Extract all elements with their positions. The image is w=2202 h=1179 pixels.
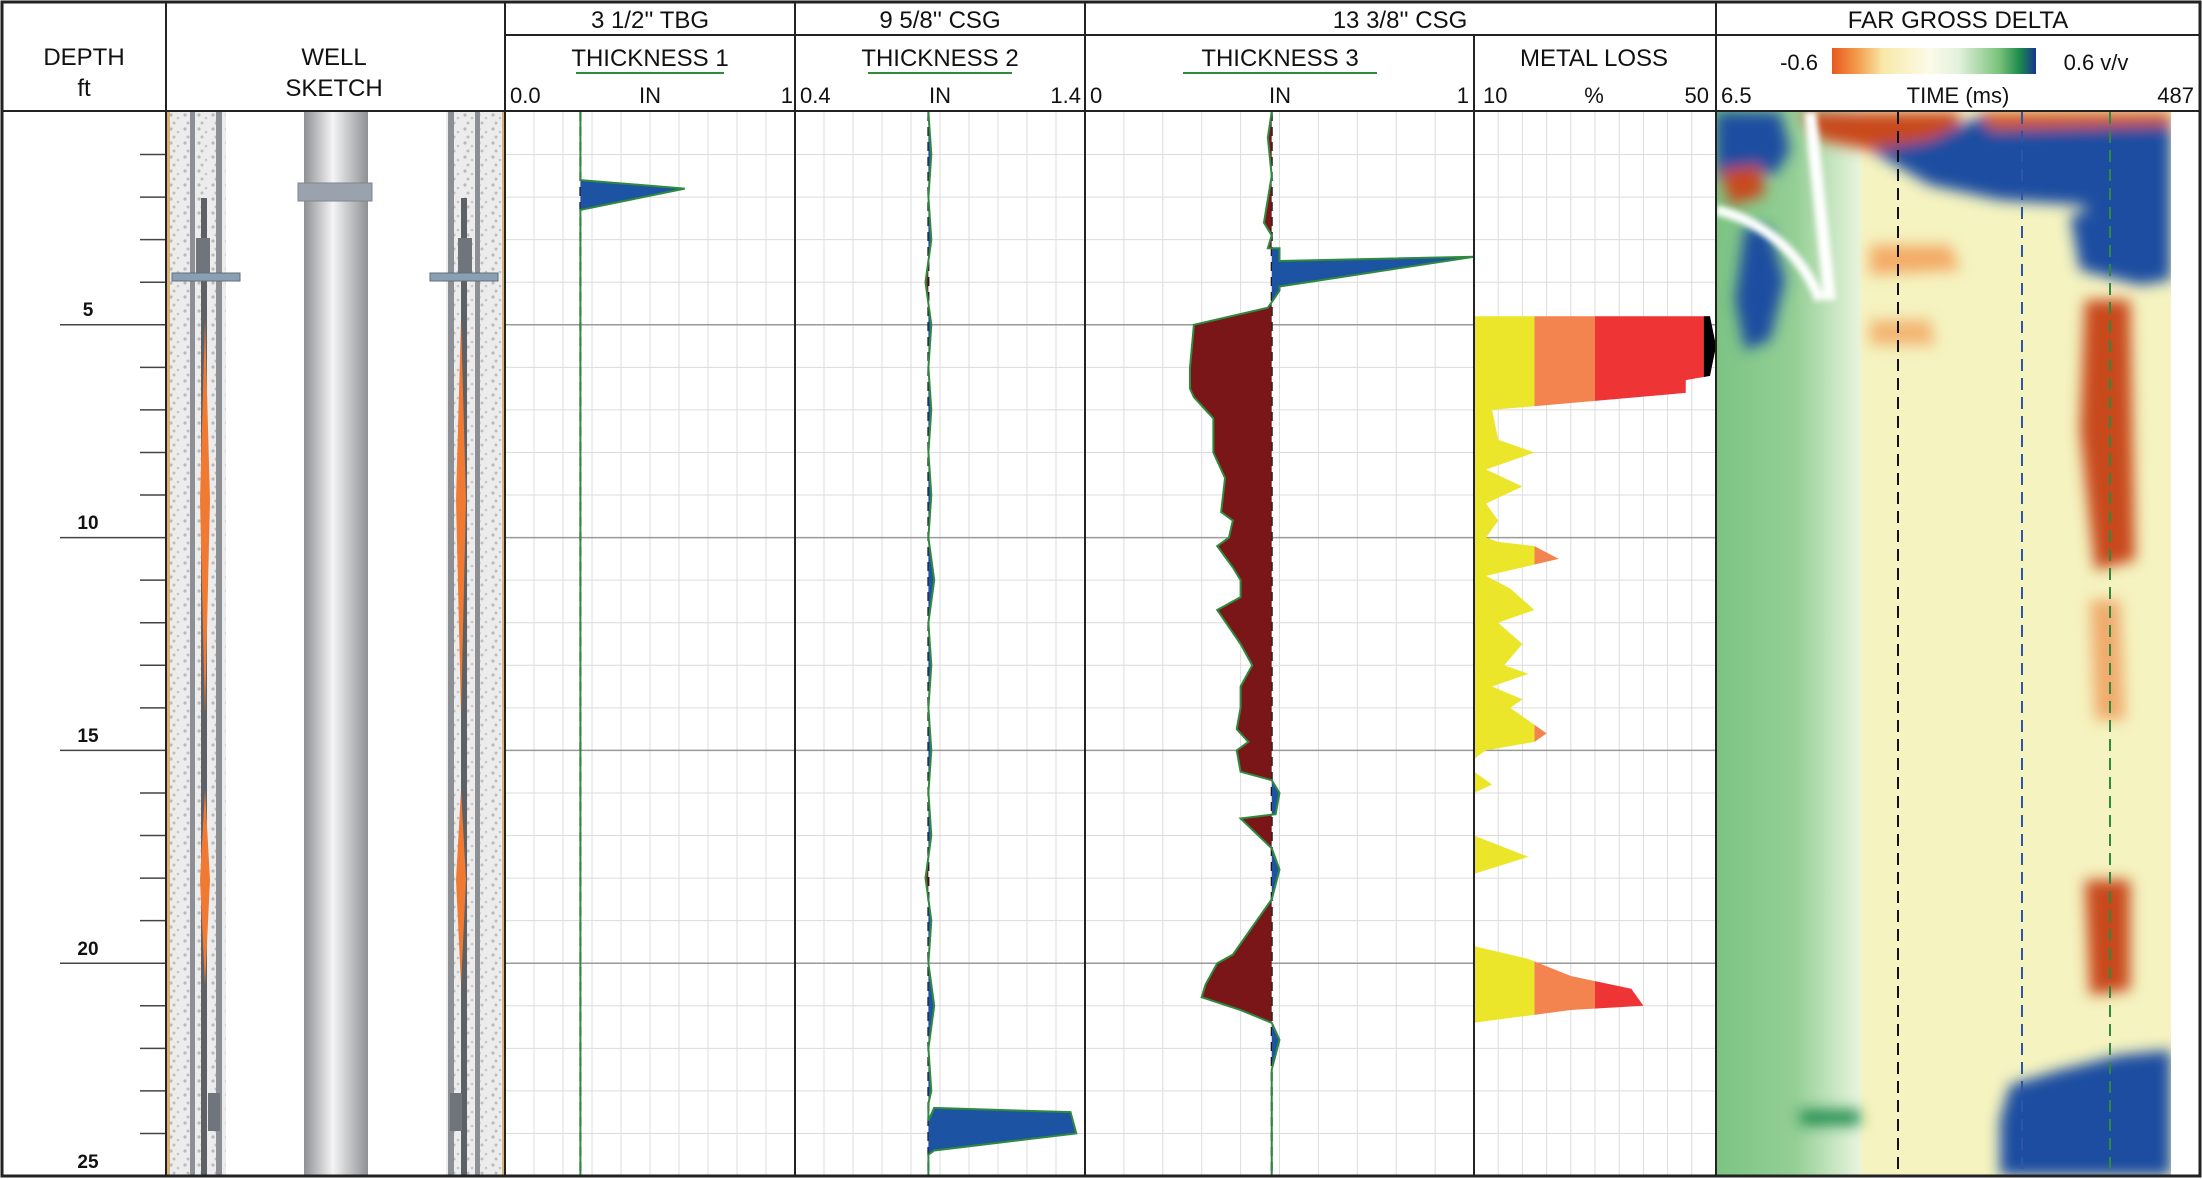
well-header: WELL bbox=[301, 44, 366, 71]
metal-loss-band-1 bbox=[1534, 112, 1595, 1176]
metal-loss-band-0 bbox=[1474, 112, 1535, 1176]
thickness1-curve bbox=[579, 112, 685, 1176]
far-gross-delta-image bbox=[1716, 112, 2171, 1176]
thickness1-min: 0.0 bbox=[510, 83, 541, 108]
thickness2-curve bbox=[924, 111, 1078, 1176]
delta-axis-max: 487 bbox=[2157, 83, 2194, 108]
depth-header: DEPTH bbox=[43, 44, 124, 71]
depth-track: 5 10 15 20 25 bbox=[60, 153, 166, 1173]
tbg-group-title: 3 1/2'' TBG bbox=[591, 7, 709, 34]
delta-axis-label: TIME (ms) bbox=[1907, 83, 2010, 108]
delta-group-title: FAR GROSS DELTA bbox=[1848, 7, 2069, 34]
thickness3-max: 1 bbox=[1457, 83, 1469, 108]
metal-loss-band-3 bbox=[1655, 112, 1716, 1176]
thickness2-unit: IN bbox=[929, 83, 951, 108]
thickness1-max: 1 bbox=[781, 83, 793, 108]
delta-scale-min: -0.6 bbox=[1780, 50, 1818, 75]
depth-label-15: 15 bbox=[77, 726, 99, 747]
metal-loss-unit: % bbox=[1584, 83, 1604, 108]
thickness2-title: THICKNESS 2 bbox=[861, 45, 1018, 72]
thickness3-curve bbox=[1189, 111, 1475, 1176]
metal-loss-min: 10 bbox=[1483, 83, 1507, 108]
well-sketch bbox=[166, 112, 506, 1176]
depth-label-10: 10 bbox=[77, 513, 98, 534]
thickness2-loss-fill bbox=[925, 260, 929, 900]
depth-label-25: 25 bbox=[77, 1152, 99, 1173]
delta-axis-min: 6.5 bbox=[1721, 83, 1752, 108]
depth-label-5: 5 bbox=[83, 300, 94, 321]
delta-scale-max: 0.6 v/v bbox=[2064, 50, 2129, 75]
metal-loss-title: METAL LOSS bbox=[1520, 45, 1668, 72]
depth-unit: ft bbox=[77, 75, 91, 102]
thickness3-gain-fill bbox=[1271, 112, 1474, 1176]
well-header-2: SKETCH bbox=[285, 75, 382, 102]
delta-colorbar bbox=[1832, 48, 2036, 74]
metal-loss-band-4 bbox=[1703, 112, 1716, 1176]
thickness2-max: 1.4 bbox=[1050, 83, 1081, 108]
log-header: DEPTH ft WELL SKETCH 3 1/2'' TBG THICKNE… bbox=[43, 7, 2194, 108]
thickness1-loss-fill bbox=[580, 112, 581, 1176]
csg3-group-title: 13 3/8'' CSG bbox=[1333, 7, 1468, 34]
thickness3-loss-fill bbox=[1190, 112, 1272, 1176]
csg2-group-title: 9 5/8'' CSG bbox=[879, 7, 1000, 34]
thickness1-gain-fill bbox=[580, 112, 685, 1176]
thickness3-unit: IN bbox=[1269, 83, 1291, 108]
thickness1-title: THICKNESS 1 bbox=[571, 45, 728, 72]
thickness2-min: 0.4 bbox=[800, 83, 831, 108]
depth-label-20: 20 bbox=[77, 939, 98, 960]
metal-loss-band-2 bbox=[1595, 112, 1656, 1176]
thickness1-unit: IN bbox=[639, 83, 661, 108]
thickness2-gain-fill bbox=[928, 112, 1077, 1155]
metal-loss-max: 50 bbox=[1685, 83, 1709, 108]
thickness3-title: THICKNESS 3 bbox=[1201, 45, 1358, 72]
thickness3-min: 0 bbox=[1090, 83, 1102, 108]
